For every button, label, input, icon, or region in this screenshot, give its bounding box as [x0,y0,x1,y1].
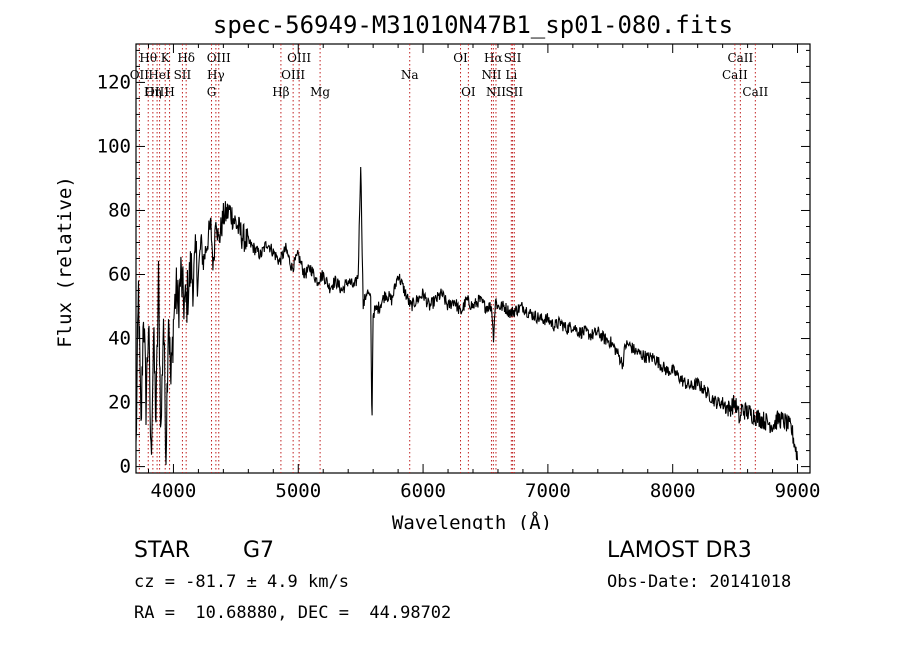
x-tick-label: 8000 [650,480,696,502]
spectral-line-label: K [161,51,171,65]
spectral-line-label: Hθ [139,51,157,65]
spectral-line-label: OIII [281,68,305,82]
plot-frame [135,43,811,474]
spectral-line-label: Hβ [272,85,289,99]
spectral-line-label: OIII [287,51,311,65]
y-tick-label: 80 [108,199,131,221]
spectral-line-label: OIII [145,85,169,99]
spectrum-line [135,166,799,465]
spectral-line-label: Hα [484,51,503,65]
x-tick-label: 5000 [275,480,321,502]
y-axis-ticks: 0 20 40 60 80 100 120 [97,49,810,478]
spectral-line-label: CaII [742,85,768,99]
spectral-line-label: OI [461,85,476,99]
spectral-line-label: Mg [310,85,330,99]
x-axis-ticks: 4000 5000 6000 7000 8000 9000 [147,44,821,502]
spectral-line-label: OII [130,68,150,82]
spectral-line-label: NII [486,85,506,99]
spectral-line-label: OIII [207,51,231,65]
x-tick-label: 4000 [151,480,197,502]
y-tick-label: 40 [108,328,131,350]
spectral-line-label: SII [505,85,523,99]
object-class: STAR [134,538,191,563]
spectral-line-label: Hδ [177,51,195,65]
spectral-line-label: Li [505,68,517,82]
spectral-line-label: OI [453,51,468,65]
x-axis-label: Wavelength (Å) [392,511,552,530]
y-tick-label: 100 [97,135,131,157]
spectral-line-label: Hη [144,85,162,99]
survey-name: LAMOST DR3 [607,538,752,563]
spectrum-chart: spec-56949-M31010N47B1_sp01-080.fits Hθ O… [54,11,821,530]
x-tick-label: 6000 [400,480,446,502]
spectral-line-label: Na [401,68,419,82]
y-axis-label: Flux (relative) [54,176,76,348]
spectral-line-label: HeI [148,68,171,82]
y-tick-label: 120 [97,71,131,93]
spectral-line-label: SII [174,68,192,82]
spectral-line-label: CaII [727,51,753,65]
y-tick-label: 20 [108,392,131,414]
x-tick-label: 9000 [775,480,821,502]
y-tick-label: 0 [120,456,131,478]
x-tick-label: 7000 [525,480,571,502]
redshift-cz: cz = -81.7 ± 4.9 km/s [134,572,349,592]
observation-date: Obs-Date: 20141018 [607,572,792,592]
spectral-line-markers: Hθ OII OIII K HeI Hη H Hδ SII OIII Hγ G Hβ OIII OIII Mg… [130,44,768,473]
spectral-line-label: NII [481,68,501,82]
chart-title: spec-56949-M31010N47B1_sp01-080.fits [213,11,733,39]
y-tick-label: 60 [108,264,131,286]
spectral-line-label: G [207,85,217,99]
spectral-line-label: CaII [722,68,748,82]
spectral-line-label: Hγ [207,68,225,82]
spectral-line-label: SII [504,51,522,65]
object-subclass: G7 [243,538,275,563]
spectral-line-label: H [164,85,174,99]
sky-coordinates: RA = 10.68880, DEC = 44.98702 [134,603,452,623]
